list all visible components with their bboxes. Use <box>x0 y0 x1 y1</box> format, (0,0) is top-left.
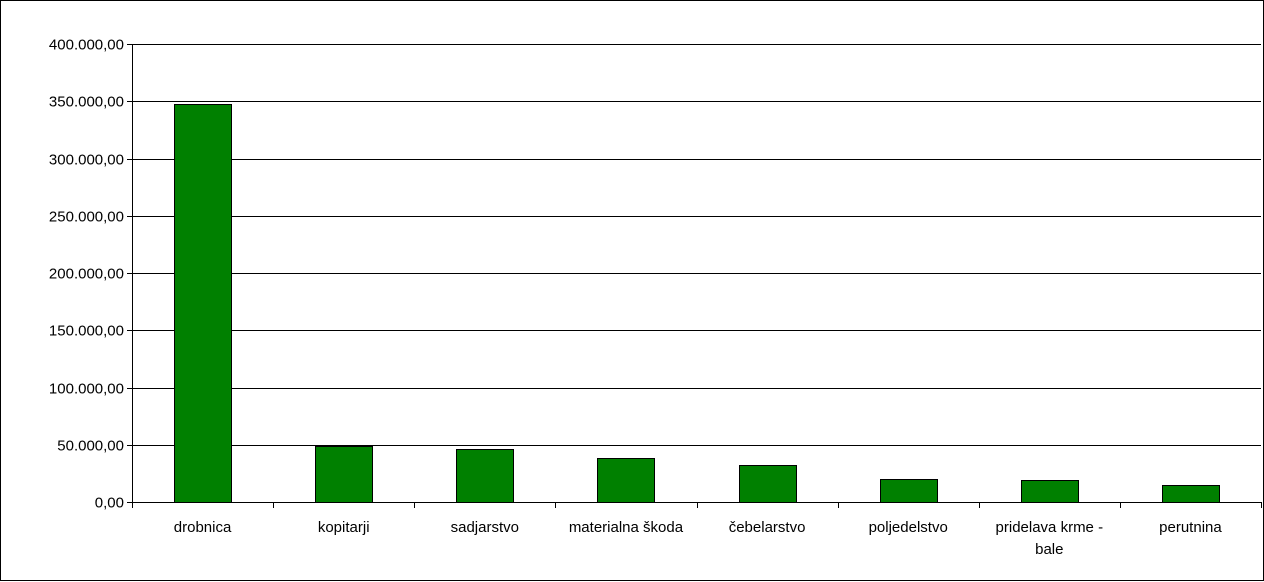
x-tick-label-line: materialna škoda <box>569 519 684 536</box>
bar <box>880 479 938 503</box>
bar <box>174 104 232 503</box>
bars <box>174 104 1220 503</box>
axes <box>127 44 1262 508</box>
x-tick-labels: drobnica kopitarji sadjarstvo materialna šk… <box>174 519 1223 558</box>
x-tick-label: poljedelstvo <box>869 519 948 536</box>
bar <box>597 458 655 503</box>
bar <box>1162 485 1220 503</box>
x-tick-label-line: bale <box>1035 541 1063 558</box>
x-tick-label-line: pridelava krme - <box>996 519 1104 536</box>
y-tick-label: 200.000,00 <box>49 266 124 283</box>
x-tick-label-line: sadjarstvo <box>451 519 519 536</box>
y-tick-label: 150.000,00 <box>49 323 124 340</box>
y-tick-labels: 0,00 50.000,00 100.000,00 150.000,00 200.000… <box>49 37 124 512</box>
x-tick-label: sadjarstvo <box>451 519 519 536</box>
y-tick-label: 250.000,00 <box>49 209 124 226</box>
bar <box>456 449 514 503</box>
x-tick-label-line: poljedelstvo <box>869 519 948 536</box>
x-tick-label: perutnina <box>1159 519 1222 536</box>
y-tick-label: 0,00 <box>95 495 124 512</box>
bar <box>739 465 797 503</box>
x-tick-label-line: drobnica <box>174 519 232 536</box>
x-tick-label: materialna škoda <box>569 519 684 536</box>
bar <box>315 446 373 503</box>
bar <box>1021 480 1079 503</box>
x-tick-label-line: kopitarji <box>318 519 370 536</box>
gridlines <box>132 44 1261 446</box>
x-tick-label-line: čebelarstvo <box>729 519 806 536</box>
y-tick-label: 400.000,00 <box>49 37 124 54</box>
x-tick-label-line: perutnina <box>1159 519 1222 536</box>
y-tick-label: 50.000,00 <box>57 438 124 455</box>
x-tick-label: kopitarji <box>318 519 370 536</box>
x-tick-label: pridelava krme - bale <box>996 519 1104 558</box>
y-tick-label: 350.000,00 <box>49 94 124 111</box>
x-tick-label: drobnica <box>174 519 232 536</box>
y-tick-label: 100.000,00 <box>49 381 124 398</box>
y-tick-label: 300.000,00 <box>49 152 124 169</box>
x-tick-label: čebelarstvo <box>729 519 806 536</box>
